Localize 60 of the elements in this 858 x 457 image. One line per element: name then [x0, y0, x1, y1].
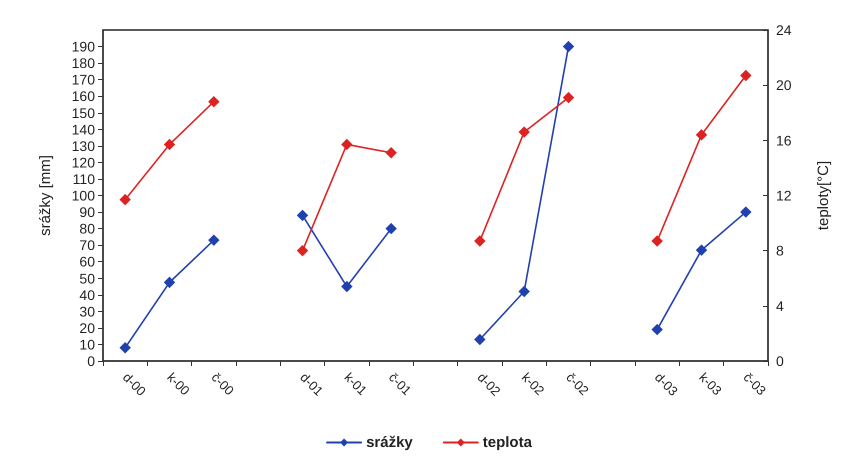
y-tick-label: 30 — [79, 303, 96, 320]
point — [740, 70, 752, 82]
y-tick-label: 10 — [79, 336, 96, 352]
y-tick-label: 180 — [72, 55, 96, 72]
y2-tick-label: 24 — [776, 22, 792, 38]
point — [208, 96, 220, 108]
y-tick-label: 190 — [72, 38, 96, 55]
point — [518, 286, 530, 297]
point — [652, 324, 663, 336]
point — [164, 138, 175, 150]
y2-axis-title: teploty[°C] — [815, 160, 832, 230]
point — [120, 342, 131, 354]
y-tick-label: 70 — [79, 237, 96, 254]
y2-tick-label: 8 — [776, 242, 784, 259]
point — [297, 245, 308, 256]
point — [563, 41, 574, 52]
legend-label: srážky — [366, 434, 414, 451]
y-tick-label: 140 — [72, 121, 96, 138]
y-tick-label: 80 — [79, 220, 96, 237]
x-tick-label: d-02 — [474, 370, 504, 399]
y2-tick-label: 20 — [776, 77, 792, 94]
y2-tick-label: 0 — [776, 353, 784, 369]
y2-tick-label: 12 — [776, 188, 792, 204]
y-tick-label: 50 — [79, 270, 96, 286]
y-tick-label: 160 — [72, 88, 96, 104]
y-tick-label: 90 — [79, 204, 96, 220]
point — [474, 334, 486, 345]
point — [518, 126, 530, 138]
legend-label: teplota — [482, 434, 533, 451]
y-tick-label: 0 — [87, 353, 96, 369]
y2-tick-label: 4 — [776, 298, 784, 314]
point — [341, 138, 352, 150]
y2-tick-label: 16 — [776, 132, 792, 148]
point — [386, 223, 397, 234]
x-tick-label: d-01 — [297, 370, 326, 399]
y-tick-label: 40 — [79, 286, 96, 303]
y-tick-label: 20 — [79, 320, 96, 336]
y-axis-title: srážky [mm] — [37, 155, 54, 236]
y-tick-label: 110 — [72, 170, 96, 187]
x-tick-label: d-03 — [652, 370, 681, 399]
point — [341, 281, 352, 292]
point — [120, 194, 131, 206]
y-tick-label: 100 — [72, 188, 96, 204]
point — [696, 244, 707, 256]
point — [386, 147, 397, 158]
point — [563, 92, 574, 104]
y-tick-label: 60 — [79, 254, 96, 270]
y-tick-label: 120 — [72, 154, 96, 170]
point — [474, 236, 486, 247]
point — [297, 210, 308, 221]
point — [208, 234, 220, 246]
point — [652, 236, 663, 247]
y-tick-label: 150 — [72, 104, 96, 121]
y-tick-label: 170 — [72, 72, 96, 88]
point — [164, 276, 175, 288]
x-tick-label: d-00 — [120, 370, 149, 399]
x-tick-label: č-00 — [208, 370, 237, 398]
point — [740, 206, 752, 218]
point — [696, 129, 707, 140]
y-tick-label: 130 — [72, 138, 96, 154]
